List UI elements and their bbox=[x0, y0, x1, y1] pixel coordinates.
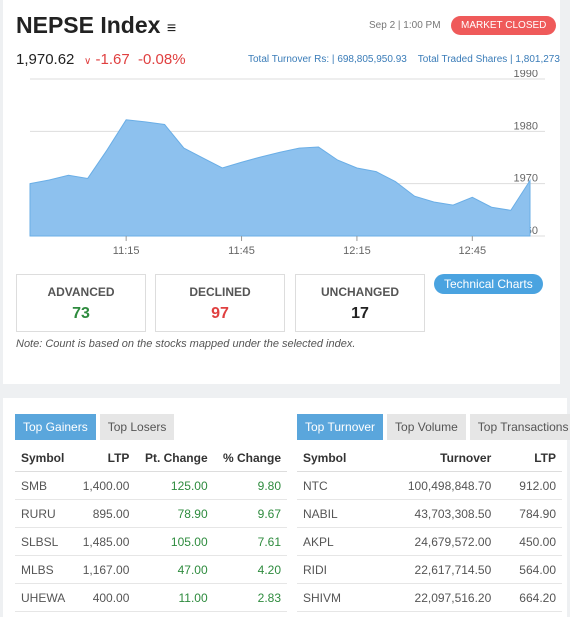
cell: 9.80 bbox=[213, 471, 287, 500]
cell: 1,485.00 bbox=[73, 527, 136, 556]
cell: 450.00 bbox=[497, 527, 562, 556]
cell: 24,679,572.00 bbox=[370, 527, 498, 556]
menu-icon[interactable]: ≡ bbox=[166, 20, 177, 37]
cell: 784.90 bbox=[497, 499, 562, 528]
turnover: 698,805,950.93 bbox=[337, 54, 407, 65]
row: MLBS 1,167.00 47.00 4.20 bbox=[15, 555, 287, 584]
title: NEPSE Index ≡ bbox=[16, 12, 176, 39]
turnover-label: Total Turnover Rs: bbox=[248, 54, 330, 65]
column-header: LTP bbox=[73, 444, 136, 472]
change: -1.67 bbox=[95, 51, 130, 68]
tab[interactable]: Top Losers bbox=[99, 414, 175, 440]
header-row: Symbol Turnover LTP bbox=[297, 444, 562, 472]
row: RIDI 22,617,714.50 564.00 bbox=[297, 555, 562, 584]
cell: RURU bbox=[15, 499, 74, 528]
column-header: Turnover bbox=[370, 444, 498, 472]
header-row: Symbol LTP Pt. Change% Change bbox=[15, 444, 287, 472]
cell: SLBSL bbox=[15, 527, 74, 556]
status-badge: MARKET CLOSED bbox=[451, 16, 557, 35]
turnover-table: Symbol Turnover LTP NTC 100,498,848.70 912.00… bbox=[297, 444, 562, 612]
cell: NABIL bbox=[297, 499, 371, 528]
title-text: NEPSE Index bbox=[16, 12, 161, 38]
column-header: Symbol bbox=[15, 444, 74, 472]
cell: 22,617,714.50 bbox=[370, 555, 498, 584]
cell: 2.83 bbox=[213, 583, 287, 612]
tab[interactable]: Top Transactions bbox=[469, 414, 570, 440]
turnover-tabs: Top Turnover Top Volume Top Transactions bbox=[297, 414, 570, 440]
stat-label: ADVANCED bbox=[47, 285, 115, 299]
row: NTC 100,498,848.70 912.00 bbox=[297, 471, 562, 500]
cell: 400.00 bbox=[73, 583, 136, 612]
cell: SHIVM bbox=[297, 583, 371, 612]
cell: 125.00 bbox=[135, 471, 214, 500]
datetime: Sep 2 | 1:00 PM bbox=[369, 20, 441, 31]
cell: SMB bbox=[15, 471, 74, 500]
stat-box: DECLINED 97 bbox=[155, 274, 285, 332]
shares: 1,801,273 bbox=[515, 54, 560, 65]
y-tick-label: 1970 bbox=[514, 173, 538, 185]
x-tick-label: 12:15 bbox=[343, 245, 371, 257]
cell: NTC bbox=[297, 471, 371, 500]
stat-value: 17 bbox=[351, 305, 369, 322]
cell: 1,400.00 bbox=[73, 471, 136, 500]
cell: 1,167.00 bbox=[73, 555, 136, 584]
x-tick-label: 12:45 bbox=[459, 245, 487, 257]
column-header: LTP bbox=[497, 444, 562, 472]
note: Note: Count is based on the stocks mappe… bbox=[16, 338, 356, 350]
row: AKPL 24,679,572.00 450.00 bbox=[297, 527, 562, 556]
cell: AKPL bbox=[297, 527, 371, 556]
x-tick-label: 11:15 bbox=[113, 245, 140, 257]
y-tick-label: 1990 bbox=[514, 70, 538, 80]
cell: MLBS bbox=[15, 555, 74, 584]
stat-label: UNCHANGED bbox=[321, 285, 399, 299]
cell: 100,498,848.70 bbox=[370, 471, 498, 500]
row: SLBSL 1,485.00 105.00 7.61 bbox=[15, 527, 287, 556]
gainers-tabs: Top Gainers Top Losers bbox=[15, 414, 178, 440]
column-header: Symbol bbox=[297, 444, 371, 472]
stat-label: DECLINED bbox=[189, 285, 251, 299]
cell: 7.61 bbox=[213, 527, 287, 556]
cell: 78.90 bbox=[135, 499, 214, 528]
stat-value: 73 bbox=[72, 305, 90, 322]
area bbox=[29, 119, 531, 237]
index-value: 1,970.62 bbox=[16, 51, 75, 68]
cell: 105.00 bbox=[135, 527, 214, 556]
cell: 664.20 bbox=[497, 583, 562, 612]
cell: 11.00 bbox=[135, 583, 214, 612]
tab[interactable]: Top Volume bbox=[387, 414, 466, 440]
cell: 22,097,516.20 bbox=[370, 583, 498, 612]
stat-value: 97 bbox=[211, 305, 229, 322]
cell: 4.20 bbox=[213, 555, 287, 584]
row: SMB 1,400.00 125.00 9.80 bbox=[15, 471, 287, 500]
y-tick-label: 1980 bbox=[514, 120, 538, 132]
stat-box: UNCHANGED 17 bbox=[295, 274, 425, 332]
cell: RIDI bbox=[297, 555, 371, 584]
cell: 43,703,308.50 bbox=[370, 499, 498, 528]
tab[interactable]: Top Gainers bbox=[15, 414, 96, 440]
row: UHEWA 400.00 11.00 2.83 bbox=[15, 583, 287, 612]
gainers-table: Symbol LTP Pt. Change% Change SMB 1,400.00 12… bbox=[15, 444, 287, 612]
cell: 9.67 bbox=[213, 499, 287, 528]
cell: 895.00 bbox=[73, 499, 136, 528]
totals: Total Turnover Rs: | 698,805,950.93 Tota… bbox=[248, 54, 560, 65]
row: SHIVM 22,097,516.20 664.20 bbox=[297, 583, 562, 612]
technical-charts-button[interactable]: Technical Charts bbox=[434, 274, 543, 294]
cell: 47.00 bbox=[135, 555, 214, 584]
tab[interactable]: Top Turnover bbox=[297, 414, 384, 440]
column-header: Pt. Change bbox=[135, 444, 214, 472]
shares-label: Total Traded Shares bbox=[417, 54, 508, 65]
cell: 912.00 bbox=[497, 471, 562, 500]
row: RURU 895.00 78.90 9.67 bbox=[15, 499, 287, 528]
stat-box: ADVANCED 73 bbox=[16, 274, 146, 332]
percent-change: -0.08% bbox=[138, 51, 186, 68]
change-row: ∨ -1.67 -0.08% bbox=[84, 51, 186, 68]
column-header: % Change bbox=[213, 444, 287, 472]
row: NABIL 43,703,308.50 784.90 bbox=[297, 499, 562, 528]
cell: 564.00 bbox=[497, 555, 562, 584]
cell: UHEWA bbox=[15, 583, 74, 612]
x-tick-label: 11:45 bbox=[228, 245, 255, 257]
